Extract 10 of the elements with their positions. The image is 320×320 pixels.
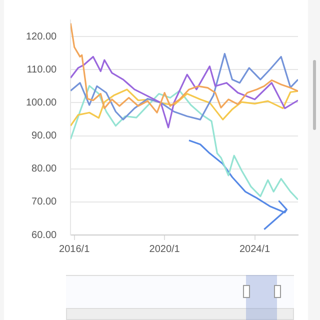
y-tick-label: 120.00 [26, 31, 58, 42]
y-tick-label: 110.00 [26, 64, 58, 76]
x-tick-label: 2024/1 [239, 244, 270, 255]
x-tick-label: 2016/1 [59, 244, 90, 255]
y-tick-label: 90.00 [32, 130, 58, 142]
y-tick-label: 70.00 [32, 196, 58, 208]
y-tick-label: 80.00 [32, 164, 58, 175]
y-tick-label: 60.00 [32, 230, 58, 241]
x-tick-label: 2020/1 [149, 244, 180, 255]
y-tick-label: 100.00 [26, 97, 58, 108]
